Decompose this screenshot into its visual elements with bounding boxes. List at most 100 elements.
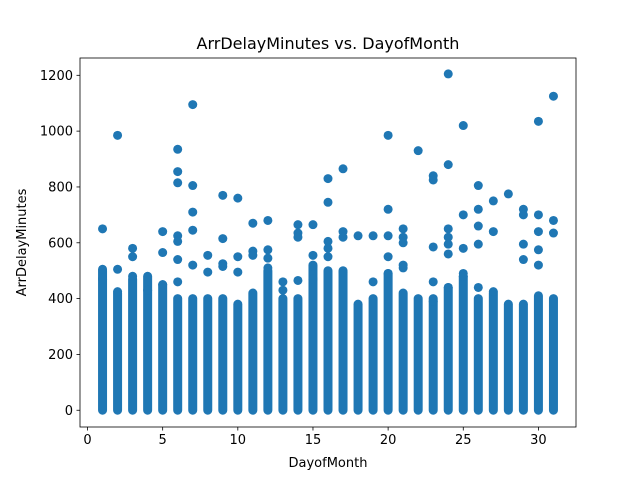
x-axis-label: DayofMonth: [289, 456, 368, 471]
data-point: [383, 268, 393, 278]
data-point: [188, 100, 198, 110]
data-point: [98, 224, 108, 234]
data-point: [443, 69, 453, 79]
data-point: [263, 215, 273, 225]
data-point: [128, 252, 138, 262]
dense-band-day-16: [323, 266, 333, 415]
data-point: [173, 277, 183, 287]
dense-band-day-12: [263, 266, 273, 415]
data-point: [428, 296, 438, 306]
data-point: [158, 248, 168, 258]
dense-band-day-18: [353, 299, 363, 415]
dense-band-day-10: [233, 299, 243, 415]
y-tick-label: 600: [48, 236, 73, 251]
y-axis: 0 200 400 600 800 1000 1200: [40, 69, 80, 419]
data-point: [128, 243, 138, 253]
data-point: [383, 252, 393, 262]
data-point: [458, 210, 468, 220]
dense-band-day-15: [308, 260, 318, 415]
data-point: [458, 243, 468, 253]
x-tick-label: 30: [530, 433, 547, 448]
dense-band-day-1: [98, 266, 108, 415]
data-point: [413, 146, 423, 156]
data-point: [293, 275, 303, 285]
data-point: [473, 282, 483, 292]
dense-band-day-19: [368, 294, 378, 415]
data-point: [533, 210, 543, 220]
x-tick-label: 15: [305, 433, 322, 448]
data-point: [263, 245, 273, 255]
data-point: [533, 260, 543, 270]
dense-band-day-26: [473, 294, 483, 415]
dense-band-day-17: [338, 266, 348, 415]
data-point: [338, 232, 348, 242]
data-point: [323, 197, 333, 207]
data-point: [443, 249, 453, 259]
dense-band-day-28: [503, 299, 513, 415]
x-tick-label: 20: [380, 433, 397, 448]
y-tick-label: 1200: [40, 69, 73, 84]
plot-area: [98, 69, 558, 415]
data-point: [293, 232, 303, 242]
data-point: [368, 277, 378, 287]
data-point: [233, 252, 243, 262]
data-point: [338, 164, 348, 174]
x-tick-label: 5: [159, 433, 167, 448]
data-point: [533, 116, 543, 126]
data-point: [263, 263, 273, 273]
x-tick-label: 10: [230, 433, 247, 448]
data-point: [398, 224, 408, 234]
dense-band-day-5: [158, 280, 168, 415]
dense-band-day-9: [218, 294, 228, 415]
data-point: [203, 250, 213, 260]
data-point: [458, 121, 468, 131]
dense-band-day-22: [413, 294, 423, 415]
data-point: [323, 252, 333, 262]
data-point: [308, 262, 318, 272]
data-point: [263, 253, 273, 263]
data-point: [533, 245, 543, 255]
data-points: [98, 69, 558, 306]
data-point: [278, 277, 288, 287]
data-point: [278, 285, 288, 295]
data-point: [473, 181, 483, 191]
data-point: [473, 221, 483, 231]
dense-band-day-23: [428, 294, 438, 415]
dense-band-day-20: [383, 268, 393, 415]
data-point: [188, 181, 198, 191]
data-point: [323, 236, 333, 246]
y-tick-label: 200: [48, 348, 73, 363]
data-point: [218, 262, 228, 272]
data-point: [173, 255, 183, 265]
dense-band-day-21: [398, 288, 408, 415]
y-tick-label: 0: [65, 404, 73, 419]
data-point: [173, 144, 183, 154]
data-point: [113, 264, 123, 274]
data-point: [308, 220, 318, 230]
data-point: [488, 196, 498, 206]
data-point: [398, 238, 408, 248]
data-point: [473, 239, 483, 249]
y-axis-label: ArrDelayMinutes: [15, 188, 30, 296]
dense-band-day-2: [113, 288, 123, 415]
data-point: [308, 250, 318, 260]
dense-band-day-7: [188, 294, 198, 415]
data-point: [143, 285, 153, 295]
data-point: [518, 239, 528, 249]
data-point: [443, 282, 453, 292]
dense-band-day-27: [488, 288, 498, 415]
data-point: [203, 267, 213, 277]
data-point: [188, 260, 198, 270]
data-point: [443, 239, 453, 249]
data-point: [503, 189, 513, 199]
data-point: [443, 224, 453, 234]
data-point: [293, 220, 303, 230]
data-point: [428, 242, 438, 252]
data-point: [218, 190, 228, 200]
data-point: [368, 231, 378, 241]
data-point: [98, 274, 108, 284]
data-point: [488, 287, 498, 297]
data-point: [113, 130, 123, 140]
data-point: [548, 215, 558, 225]
